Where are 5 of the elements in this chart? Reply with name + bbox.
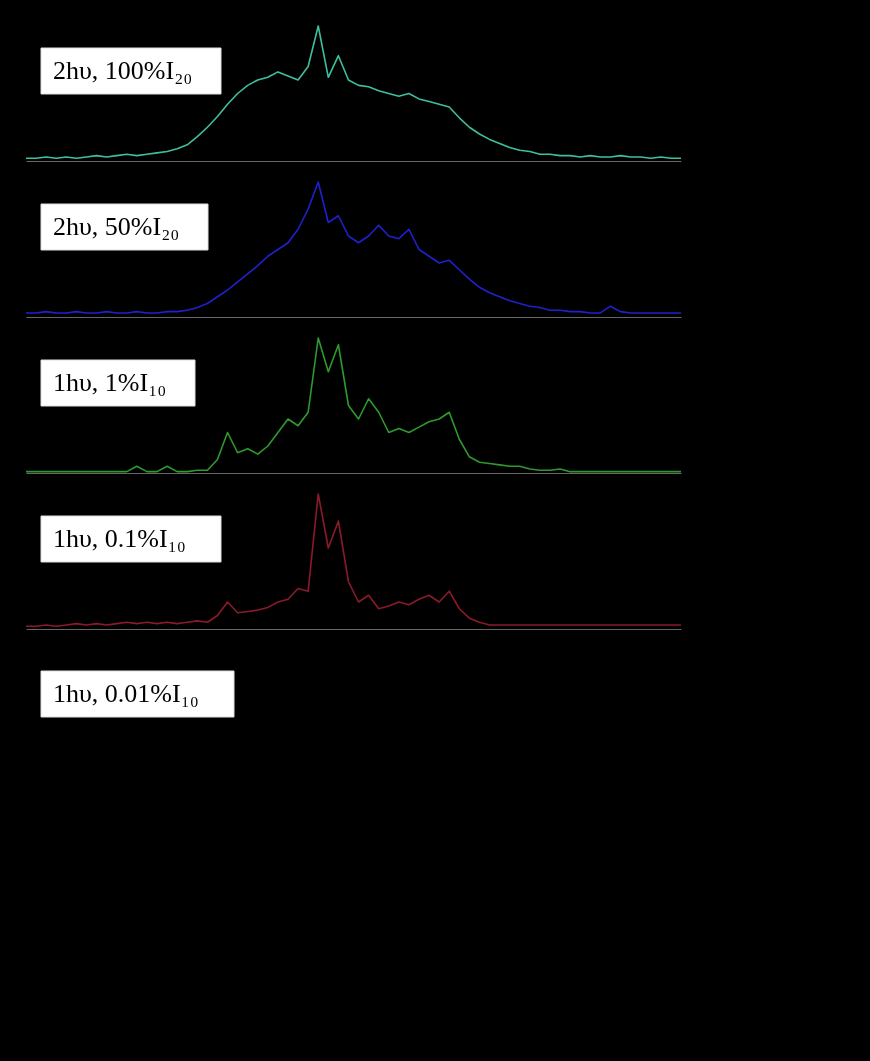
text: 1hυ, 0.01%I₁₀ xyxy=(53,679,199,708)
annotation: 2hυ, 50%I₂₀ xyxy=(53,212,180,241)
annotation: 2hυ, 100%I₂₀ xyxy=(53,56,193,85)
annotation: 1hυ, 1%I₁₀ xyxy=(53,368,167,397)
annotation: 1hυ, 0.1%I₁₀ xyxy=(53,524,186,553)
